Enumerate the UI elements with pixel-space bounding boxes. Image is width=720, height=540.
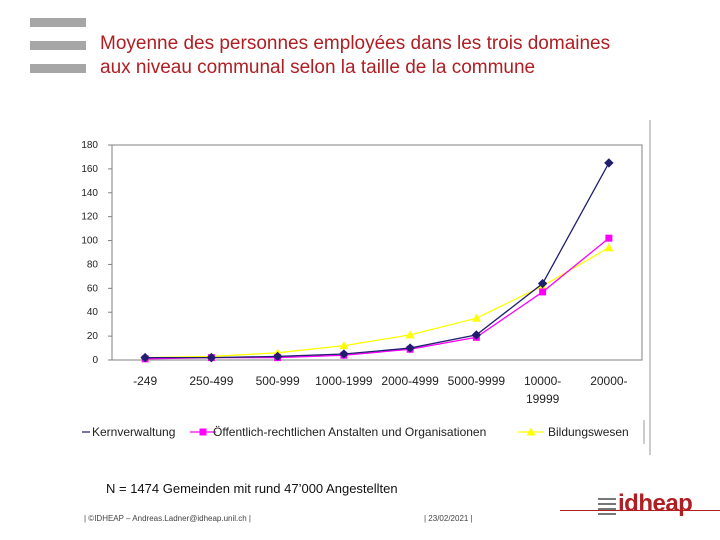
sample-note: N = 1474 Gemeinden mit rund 47’000 Anges… — [106, 481, 398, 496]
x-tick-label: 250-499 — [189, 374, 233, 388]
idheap-logo: idheap — [598, 490, 693, 520]
data-point — [339, 349, 349, 359]
legend-marker — [199, 428, 207, 436]
title-line-2: aux niveau communal selon la taille de l… — [100, 57, 536, 78]
x-tick-label: 2000-4999 — [381, 374, 439, 388]
y-tick-label: 80 — [87, 259, 99, 270]
data-point — [471, 330, 482, 340]
legend-label: Bildungswesen — [548, 425, 629, 439]
legend-label: Kernverwaltung — [92, 425, 175, 439]
y-tick-label: 180 — [82, 140, 98, 151]
legend-label: Öffentlich-rechtlichen Anstalten und Org… — [213, 425, 486, 439]
plot-area — [111, 144, 643, 361]
data-point — [604, 158, 614, 168]
data-point — [206, 352, 217, 363]
data-point — [405, 343, 415, 353]
logo-stripes — [598, 498, 616, 518]
y-tick-label: 20 — [87, 331, 99, 342]
data-point — [605, 234, 613, 242]
logo-bars — [30, 18, 86, 87]
x-tick-label: 500-999 — [256, 374, 300, 388]
data-point — [405, 330, 415, 339]
logo-bar — [30, 18, 86, 27]
x-tick-label: 1000-1999 — [315, 374, 373, 388]
y-tick-label: 160 — [82, 164, 98, 175]
y-tick-label: 40 — [87, 307, 99, 318]
x-tick-label: -249 — [133, 374, 157, 388]
data-point — [539, 288, 547, 296]
slide-title: Moyenne des personnes employées dans les… — [100, 32, 700, 80]
data-point — [272, 351, 283, 362]
data-point — [471, 313, 481, 322]
series-line-0 — [145, 162, 610, 359]
brand-wordmark: idheap — [618, 490, 693, 517]
logo-bar — [30, 41, 86, 50]
x-tick-label: 20000- — [590, 374, 627, 388]
y-tick-label: 0 — [92, 355, 98, 366]
y-tick-label: 100 — [82, 236, 98, 247]
title-line-1: Moyenne des personnes employées dans les… — [100, 33, 611, 54]
y-tick-label: 120 — [82, 212, 98, 223]
footer-contact: | ©IDHEAP – Andreas.Ladner@idheap.unil.c… — [84, 514, 252, 523]
footer-divider — [560, 510, 720, 511]
data-point — [604, 243, 614, 252]
legend-marker — [526, 427, 536, 436]
data-point — [537, 278, 548, 289]
data-point — [339, 341, 349, 350]
x-tick-label: 10000- — [524, 374, 561, 388]
logo-bar — [30, 64, 86, 73]
x-tick-label: 5000-9999 — [448, 374, 506, 388]
footer-date: | 23/02/2021 | — [424, 514, 473, 523]
chart-svg: 020406080100120140160180A n-249250-49950… — [64, 120, 651, 455]
data-point — [140, 352, 150, 363]
y-tick-label: 140 — [82, 188, 98, 199]
x-tick-label: 19999 — [526, 392, 560, 406]
line-chart: 020406080100120140160180A n-249250-49950… — [64, 120, 652, 460]
y-tick-label: 60 — [87, 283, 99, 294]
